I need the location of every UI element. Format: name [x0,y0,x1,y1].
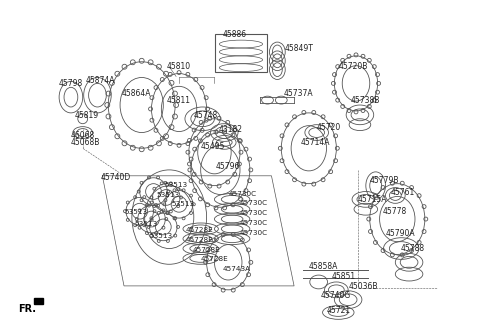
Text: 45788: 45788 [400,244,424,253]
Text: 53513: 53513 [135,221,158,227]
Text: 45740G: 45740G [321,291,351,300]
Text: 45730C: 45730C [240,200,268,206]
Text: 43182: 43182 [218,125,242,134]
Text: 45728E: 45728E [201,256,228,262]
Text: 45737A: 45737A [283,89,313,98]
Text: 45740D: 45740D [100,173,131,182]
Text: 45810: 45810 [166,62,191,71]
Text: FR.: FR. [18,304,36,314]
Text: 45714A: 45714A [301,138,330,148]
Text: 46068: 46068 [71,131,95,140]
Text: 45728E: 45728E [186,227,214,233]
Text: 45761: 45761 [390,188,415,196]
Text: 53513: 53513 [171,201,194,207]
Text: 45811: 45811 [166,96,190,105]
Text: 45730C: 45730C [240,220,268,226]
Text: 45743A: 45743A [222,266,251,272]
Text: 53513: 53513 [156,192,180,197]
Text: 45728E: 45728E [186,237,214,243]
Text: 45858A: 45858A [309,262,338,271]
Text: 45720B: 45720B [338,62,368,71]
Text: 45798: 45798 [58,79,83,89]
Text: 45730C: 45730C [240,230,268,236]
Text: 53513: 53513 [124,209,147,215]
Text: 45864A: 45864A [122,89,152,98]
Polygon shape [34,298,43,304]
Text: 45849T: 45849T [284,44,313,53]
Text: 45778: 45778 [383,207,407,216]
Text: 45738B: 45738B [351,96,381,105]
Text: 45886: 45886 [222,30,246,39]
Text: 45730C: 45730C [240,210,268,216]
Text: 45068B: 45068B [71,138,100,148]
Text: 53513: 53513 [150,233,173,239]
Text: 45851: 45851 [331,272,356,281]
Text: 45036B: 45036B [348,282,378,291]
Text: 45790A: 45790A [385,229,415,238]
Text: 53513: 53513 [164,182,187,188]
Text: 45779B: 45779B [370,176,399,185]
Text: 45728E: 45728E [193,247,221,253]
Text: 45819: 45819 [75,111,99,120]
Text: 45721: 45721 [326,306,350,315]
Text: 45730C: 45730C [228,191,256,196]
Text: 45748: 45748 [194,111,218,120]
Bar [216,34,266,72]
Text: 45495: 45495 [201,142,225,152]
Text: 45720: 45720 [317,123,341,132]
Text: 45874A: 45874A [85,75,115,85]
Text: 45796: 45796 [216,162,240,171]
Text: 45715A: 45715A [358,195,387,204]
